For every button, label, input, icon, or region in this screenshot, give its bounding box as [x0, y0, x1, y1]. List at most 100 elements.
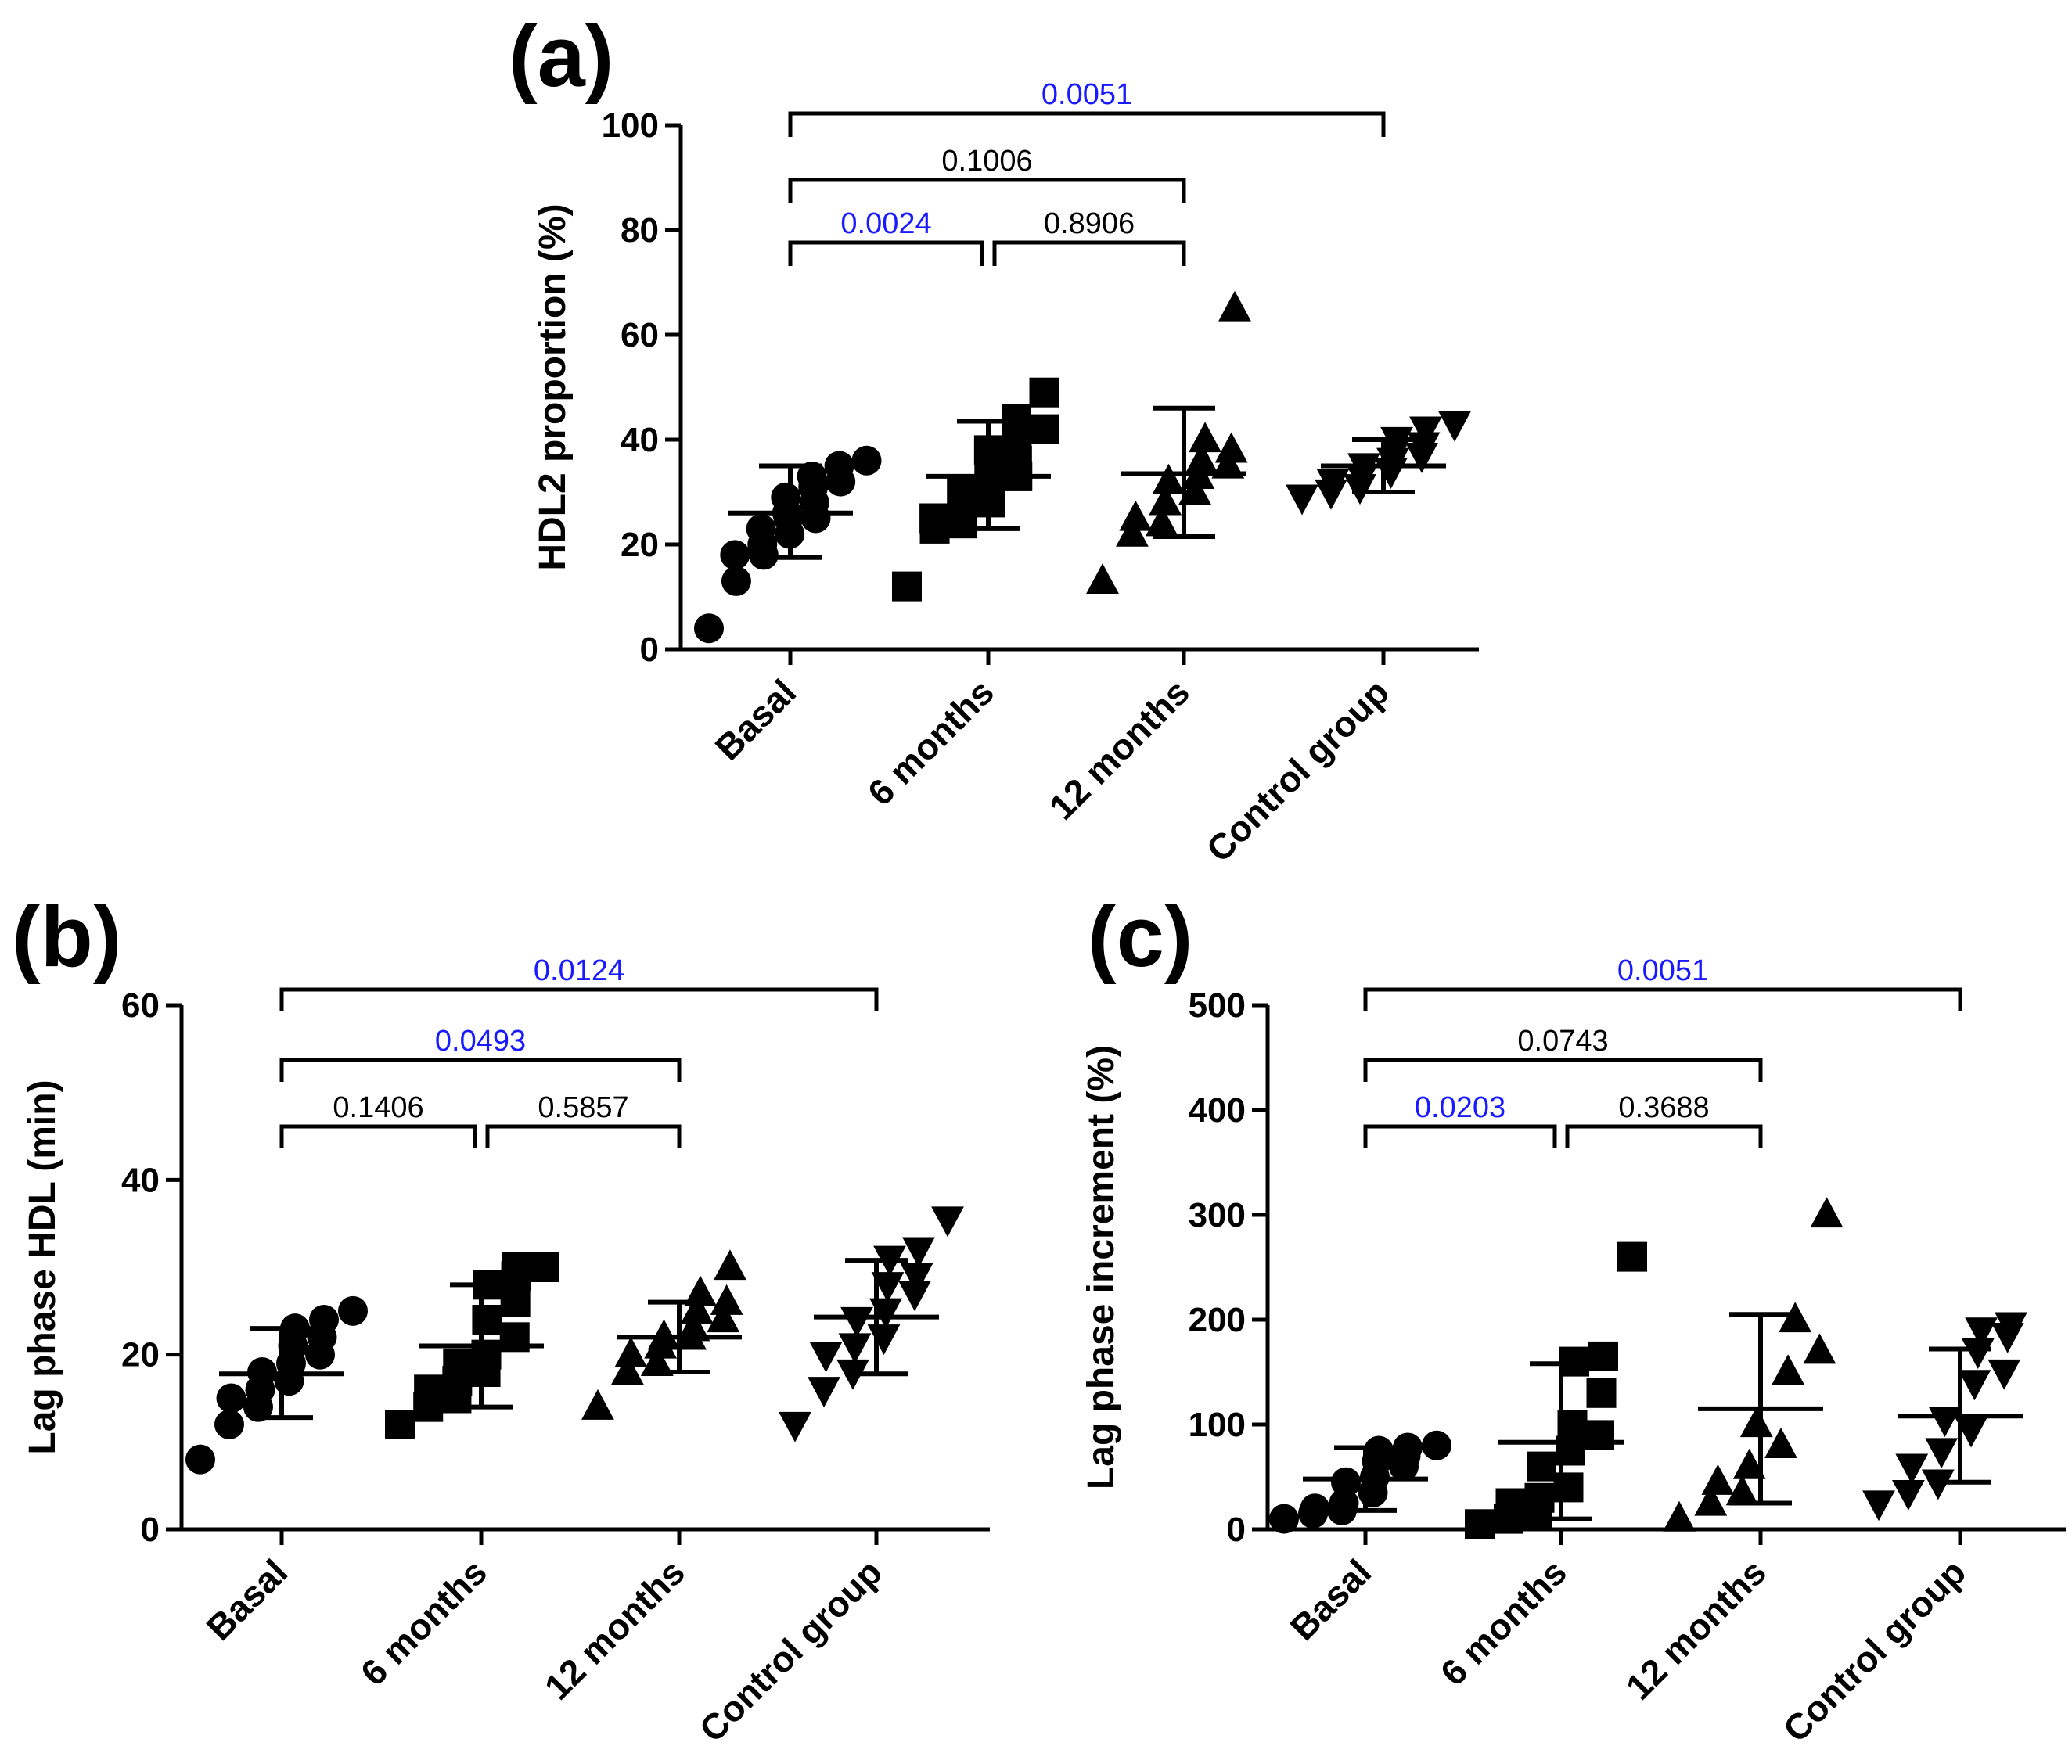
- data-point: [1029, 377, 1059, 408]
- data-point: [614, 1336, 648, 1367]
- data-point: [1438, 411, 1471, 442]
- data-point: [797, 461, 827, 491]
- x-tick-label: Basal: [199, 1551, 296, 1648]
- x-tick-label: Control group: [1775, 1551, 1974, 1750]
- y-tick-label: 40: [121, 1161, 160, 1199]
- comparison-bracket: [279, 1124, 477, 1148]
- comparison-bracket: [788, 240, 984, 266]
- data-point: [414, 1374, 444, 1405]
- data-point: [502, 1252, 532, 1282]
- x-tick-label: Basal: [707, 671, 804, 768]
- data-point: [1663, 1500, 1696, 1532]
- x-tick-label: 12 months: [537, 1551, 692, 1707]
- panel-b: (b) 0 20 40 60 Lag phase HDL (min) Basal 6 mont…: [12, 889, 990, 1750]
- data-point: [1214, 432, 1248, 463]
- panel-a: (a) 0 20 40 60 80 100 HDL2 proportion (%) Basal 6…: [509, 9, 1479, 870]
- comparison-bracket: [279, 1058, 682, 1082]
- data-point: [1286, 484, 1318, 516]
- data-point: [1892, 1479, 1925, 1511]
- data-point: [1553, 1472, 1584, 1503]
- y-axis-title: HDL2 proportion (%): [532, 203, 574, 570]
- data-point: [581, 1389, 614, 1420]
- y-axis-title: Lag phase HDL (min): [22, 1080, 63, 1454]
- data-point: [867, 1324, 901, 1356]
- p-value-label: 0.0124: [534, 954, 624, 987]
- data-point: [1300, 1493, 1330, 1524]
- panel-c: (c) 0 100 200 300 400 500 Lag phase increment (…: [1081, 889, 2066, 1750]
- y-tick-label: 0: [141, 1511, 160, 1549]
- data-point: [677, 1310, 710, 1342]
- x-tick-label: 12 months: [1041, 671, 1197, 827]
- x-tick-label: 6 months: [860, 671, 1002, 813]
- y-tick-label: 100: [1189, 1406, 1246, 1444]
- data-point: [1862, 1490, 1895, 1521]
- comparison-bracket: [992, 240, 1186, 266]
- data-point: [1145, 505, 1178, 537]
- data-point: [1810, 1197, 1844, 1228]
- data-point: [919, 503, 950, 534]
- data-point: [1001, 404, 1031, 434]
- data-point: [710, 1284, 743, 1315]
- data-point: [746, 513, 776, 544]
- y-tick-label: 40: [621, 421, 659, 459]
- data-point: [1732, 1448, 1766, 1479]
- data-point: [1955, 1417, 1987, 1448]
- data-point: [216, 1383, 246, 1414]
- y-tick-label: 60: [621, 316, 659, 354]
- x-tick-label: Control group: [1199, 671, 1398, 870]
- data-point: [721, 566, 751, 596]
- comparison-bracket: [1363, 1124, 1557, 1148]
- data-point: [902, 1237, 935, 1268]
- y-tick-label: 300: [1189, 1196, 1246, 1234]
- data-point: [1269, 1504, 1299, 1534]
- data-point: [1218, 290, 1251, 322]
- y-tick-label: 20: [121, 1336, 160, 1374]
- p-value-label: 0.0743: [1517, 1025, 1608, 1058]
- y-tick-label: 200: [1189, 1301, 1246, 1339]
- data-point: [892, 571, 922, 602]
- data-point: [1588, 1341, 1618, 1371]
- data-point: [779, 1411, 811, 1442]
- data-point: [1409, 416, 1442, 447]
- y-tick-label: 500: [1189, 986, 1246, 1025]
- comparison-bracket: [1363, 987, 1962, 1011]
- y-tick-label: 60: [121, 986, 160, 1025]
- data-point: [1119, 500, 1153, 531]
- data-point: [809, 1342, 843, 1373]
- panel-label: (c): [1088, 889, 1192, 985]
- data-point: [1422, 1430, 1451, 1460]
- p-value-label: 0.0493: [435, 1025, 526, 1058]
- data-point: [1772, 1354, 1804, 1385]
- data-point: [1029, 414, 1059, 444]
- y-tick-label: 20: [621, 526, 659, 564]
- data-point: [1961, 1338, 1995, 1369]
- data-point: [714, 1249, 746, 1281]
- comparison-bracket: [279, 987, 879, 1011]
- data-point: [309, 1305, 339, 1335]
- data-point: [1524, 1482, 1555, 1513]
- data-point: [1364, 1435, 1394, 1466]
- data-point: [385, 1410, 415, 1439]
- data-point: [1185, 443, 1218, 473]
- panel-label: (b): [12, 889, 121, 985]
- y-axis-title: Lag phase increment (%): [1081, 1045, 1122, 1489]
- data-point: [1149, 484, 1182, 516]
- comparison-bracket: [1565, 1124, 1763, 1148]
- data-point: [1211, 447, 1245, 479]
- data-point: [707, 1302, 740, 1333]
- data-point: [1495, 1488, 1526, 1518]
- p-value-label: 0.0051: [1617, 954, 1708, 987]
- data-point: [1958, 1370, 1991, 1401]
- data-point: [500, 1287, 531, 1317]
- p-value-label: 0.5857: [538, 1091, 628, 1124]
- x-tick-label: 6 months: [1433, 1551, 1574, 1693]
- data-point: [185, 1444, 215, 1475]
- data-point: [1617, 1241, 1647, 1272]
- x-tick-label: Basal: [1282, 1551, 1380, 1648]
- data-point: [1393, 1432, 1423, 1463]
- data-point: [1779, 1302, 1812, 1333]
- data-point: [214, 1410, 244, 1439]
- y-tick-label: 0: [640, 631, 659, 669]
- panel-label: (a): [509, 9, 613, 105]
- p-value-label: 0.8906: [1044, 207, 1135, 240]
